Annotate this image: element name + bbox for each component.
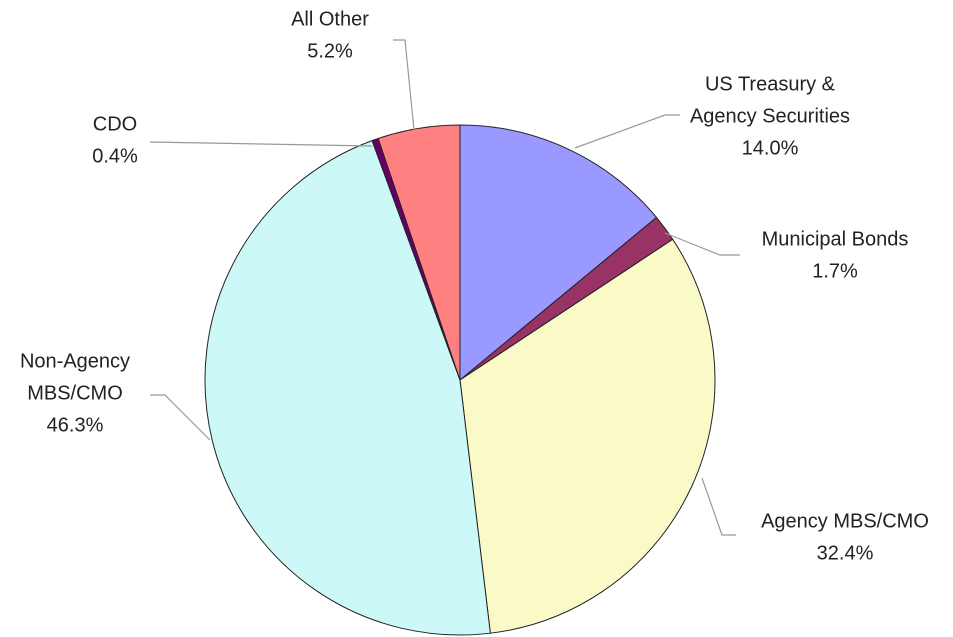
slice-label: Agency Securities xyxy=(690,105,850,127)
slice xyxy=(459,124,658,382)
slice xyxy=(459,238,716,634)
leader-line xyxy=(149,141,373,147)
slice xyxy=(204,139,491,636)
leader-line xyxy=(701,477,736,536)
value-label: 46.3% xyxy=(47,414,104,436)
value-label: 1.7% xyxy=(812,260,858,282)
slice-label: MBS/CMO xyxy=(27,382,123,404)
slice-label: Agency MBS/CMO xyxy=(761,510,929,532)
value-label: 0.4% xyxy=(92,145,138,167)
slice-label: Municipal Bonds xyxy=(762,228,909,250)
slice-label: US Treasury & xyxy=(705,73,836,95)
slice-label: All Other xyxy=(291,8,369,30)
leader-line xyxy=(150,394,211,441)
slice-label: CDO xyxy=(93,113,137,135)
slice xyxy=(377,124,461,381)
leader-line xyxy=(393,39,415,131)
leader-line xyxy=(574,114,680,149)
slice-label: Non-Agency xyxy=(20,350,130,372)
leader-line xyxy=(664,232,740,256)
value-label: 14.0% xyxy=(742,137,799,159)
value-label: 32.4% xyxy=(817,542,874,564)
value-label: 5.2% xyxy=(307,40,353,62)
